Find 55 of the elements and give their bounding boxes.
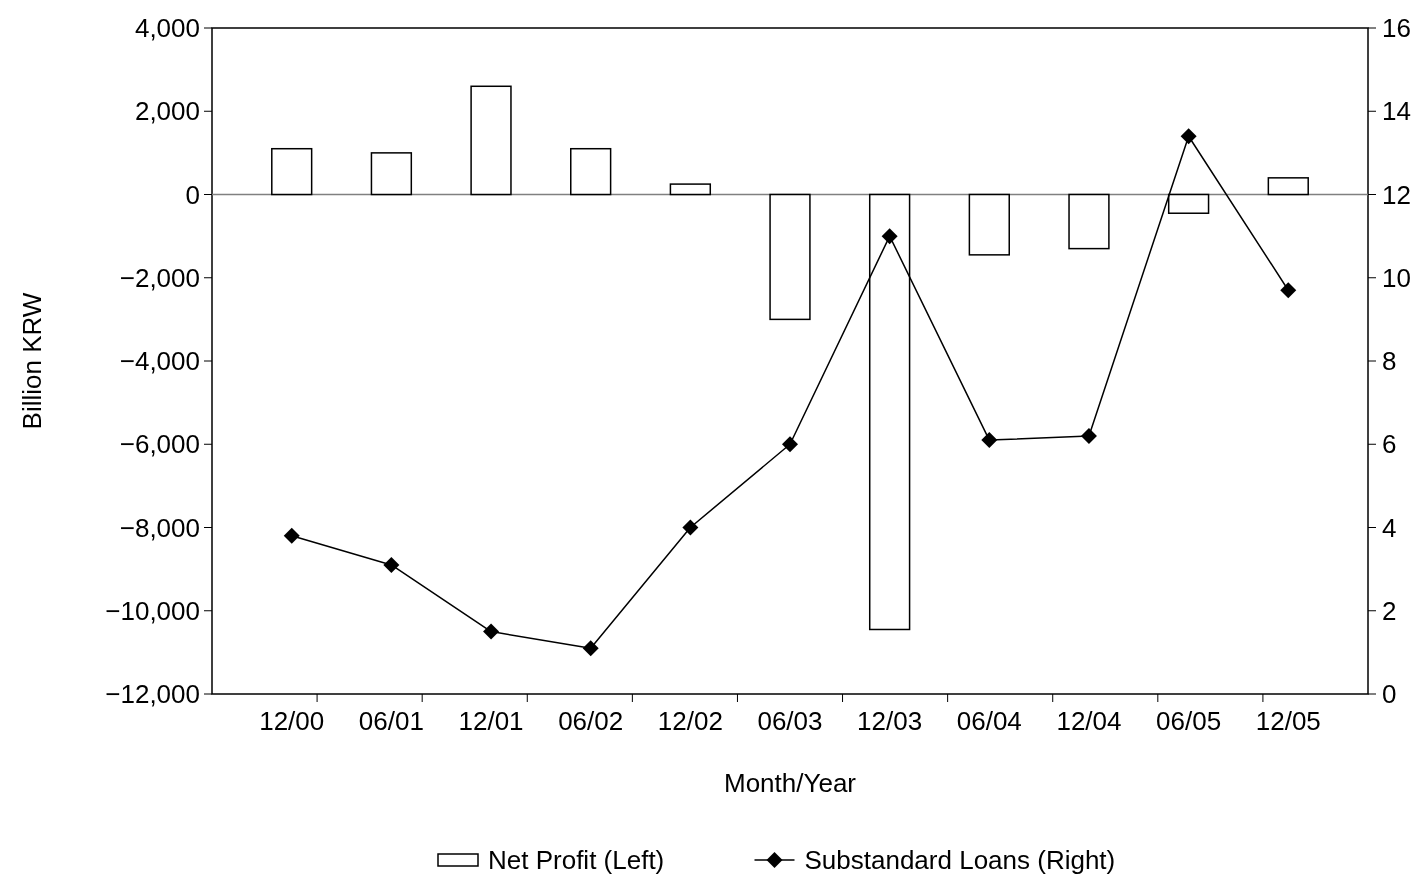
x-tick-label: 06/01 [358,706,424,736]
y2-tick-label: 4 [1382,512,1397,543]
x-tick-label: 12/04 [1056,706,1122,736]
point [782,436,798,453]
point [682,519,699,536]
bar [470,85,512,196]
x-tick-label: 12/02 [657,706,723,736]
bar [570,147,612,196]
point [283,527,300,544]
y-tick-label: −6,000 [119,429,200,460]
y-tick-label: 2,000 [134,96,200,127]
point [383,556,400,573]
x-tick-label: 06/03 [757,706,823,736]
x-tick-label: 06/05 [1156,706,1222,736]
bar [769,193,811,321]
x-tick-label: 12/01 [458,706,524,736]
bar [1167,193,1210,214]
y2-tick-label: 14 [1382,96,1411,127]
point [582,640,599,657]
y2-tick-label: 2 [1382,595,1397,626]
point [1280,282,1297,299]
bar [1267,177,1309,196]
y2-tick-label: 6 [1382,429,1397,460]
y2-tick-label: 0 [1382,679,1397,710]
x-axis-title: Month/Year [723,768,857,798]
y2-tick-label: 16 [1382,13,1411,44]
y2-tick-label: 10 [1382,262,1411,293]
bar [370,152,413,196]
point [1180,128,1197,145]
bar [868,193,911,631]
x-tick-label: 12/03 [857,706,923,736]
y-tick-label: −4,000 [119,346,200,377]
point [881,228,898,245]
x-tick-label: 12/05 [1255,706,1321,736]
y-tick-label: −2,000 [119,262,200,293]
bar [271,147,313,196]
point [1080,427,1097,444]
point [981,432,998,449]
x-tick-label: 06/02 [558,706,624,736]
bar [669,183,712,196]
x-tick-label: 12/00 [259,706,325,736]
point [483,623,500,640]
y2-tick-label: 8 [1382,346,1397,377]
bar [968,193,1010,256]
x-tick-label: 06/04 [956,706,1022,736]
y-axis-title: Billion KRW [17,292,48,430]
y-tick-label: 0 [185,179,200,210]
y-tick-label: 4,000 [134,13,200,44]
legend-label: Substandard Loans (Right) [804,845,1116,876]
legend-label: Net Profit (Left) [488,845,665,876]
y2-tick-label: 12 [1382,179,1411,210]
y-tick-label: −8,000 [119,512,200,543]
y-tick-label: −12,000 [105,679,200,710]
y-tick-label: −10,000 [105,595,200,626]
bar [1068,193,1110,250]
